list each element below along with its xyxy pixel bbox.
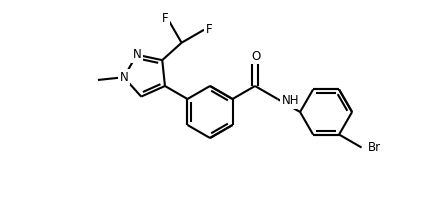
Text: F: F [162, 12, 169, 25]
Text: F: F [206, 23, 212, 36]
Text: N: N [132, 48, 141, 61]
Text: Br: Br [368, 141, 381, 154]
Text: NH: NH [282, 95, 299, 108]
Text: O: O [252, 49, 261, 62]
Text: N: N [120, 71, 128, 84]
